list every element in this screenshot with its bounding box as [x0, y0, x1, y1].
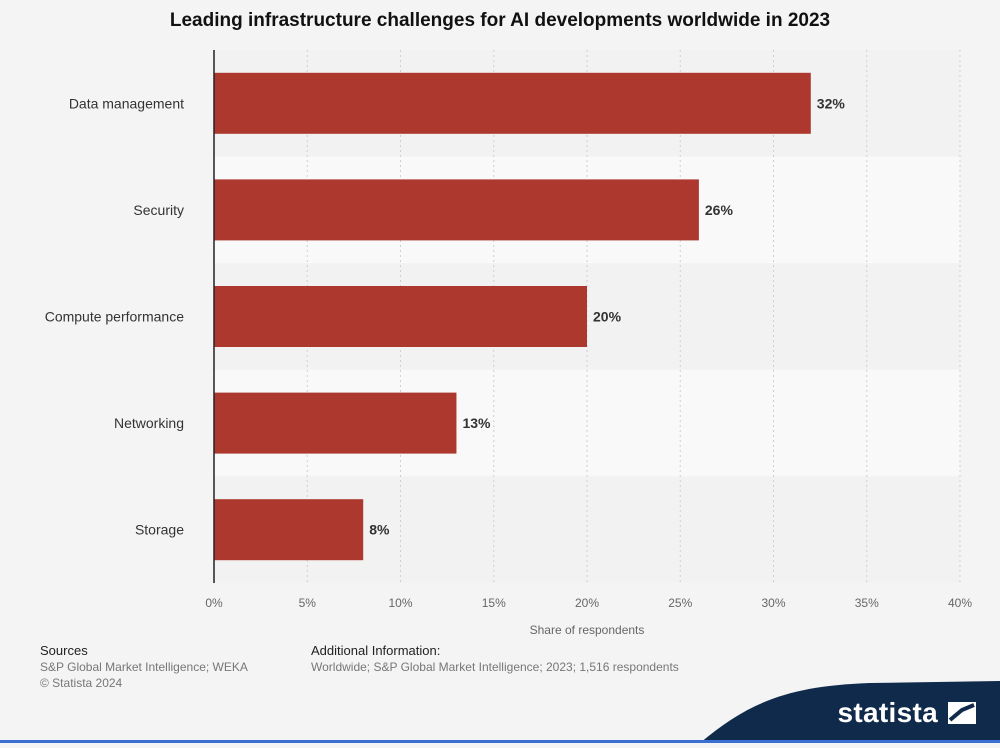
bar-value-label: 13%	[462, 415, 491, 431]
x-tick-label: 5%	[299, 596, 317, 610]
bar	[214, 499, 364, 561]
sources-text: S&P Global Market Intelligence; WEKA	[40, 660, 248, 674]
x-tick-label: 0%	[205, 596, 223, 610]
bar-value-label: 26%	[705, 202, 734, 218]
x-tick-label: 35%	[855, 596, 879, 610]
x-tick-label: 25%	[668, 596, 692, 610]
x-tick-label: 40%	[948, 596, 972, 610]
additional-info-heading: Additional Information:	[311, 643, 441, 658]
sources-block: Sources S&P Global Market Intelligence; …	[40, 643, 248, 691]
bar-chart: 32% Data management 26% Security 20% Compute …	[45, 50, 972, 637]
chart-title: Leading infrastructure challenges for AI…	[169, 10, 831, 31]
x-axis-title: Share of respondents	[530, 623, 645, 637]
category-label: Networking	[114, 415, 184, 431]
bar	[214, 72, 811, 134]
sources-heading: Sources	[40, 643, 88, 658]
additional-info-text: Worldwide; S&P Global Market Intelligenc…	[311, 660, 679, 674]
bar	[214, 179, 699, 241]
bar-value-label: 20%	[593, 309, 622, 325]
statista-wordmark: statista	[837, 697, 938, 728]
category-label: Data management	[69, 95, 184, 111]
x-tick-label: 10%	[388, 596, 412, 610]
logo-background	[700, 681, 1000, 743]
category-label: Storage	[135, 522, 184, 538]
category-label: Compute performance	[45, 309, 185, 325]
bar	[214, 286, 587, 347]
x-tick-label: 30%	[761, 596, 785, 610]
bar-value-label: 8%	[369, 522, 390, 538]
copyright-text: © Statista 2024	[40, 676, 123, 690]
x-tick-label: 15%	[482, 596, 506, 610]
statista-logo[interactable]: statista	[670, 681, 1000, 743]
bar	[214, 392, 457, 454]
bottom-accent-line	[0, 740, 1000, 743]
statista-mark-icon	[948, 702, 976, 724]
x-tick-label: 20%	[575, 596, 599, 610]
additional-info-block: Additional Information: Worldwide; S&P G…	[311, 643, 679, 675]
category-label: Security	[133, 202, 184, 218]
bar-value-label: 32%	[817, 95, 846, 111]
